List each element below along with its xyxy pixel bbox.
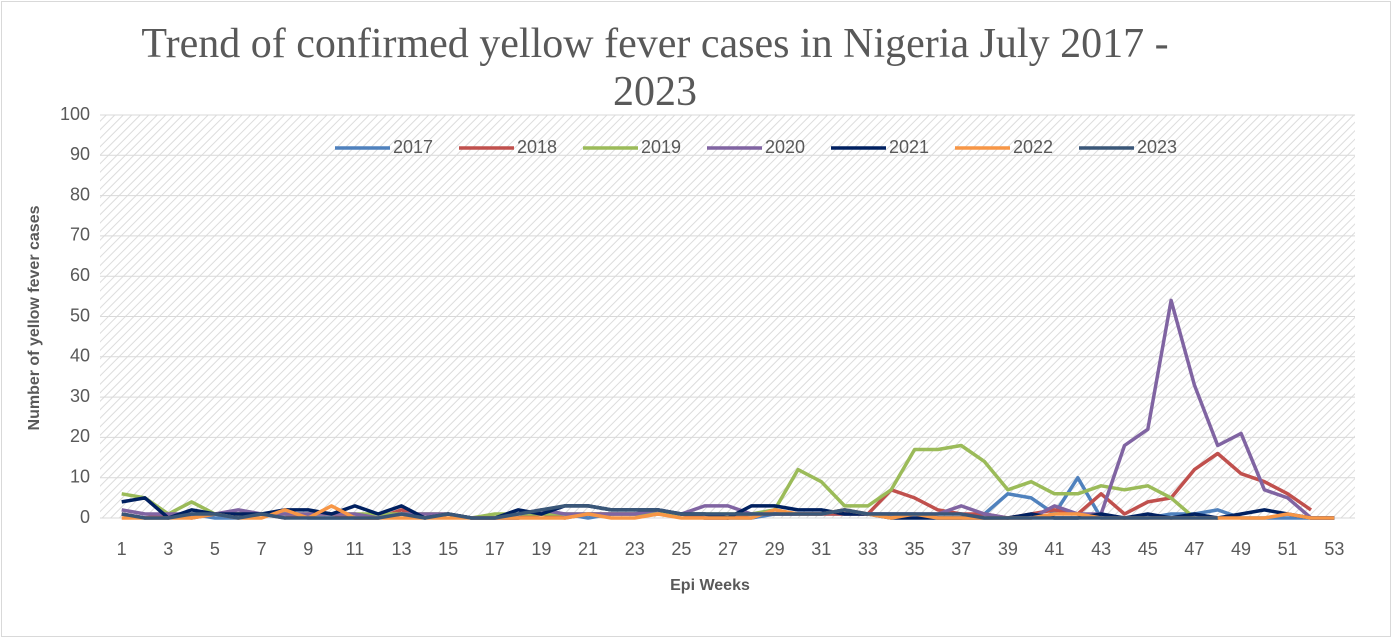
x-axis-label: Epi Weeks (670, 577, 750, 594)
x-tick-label: 33 (858, 539, 878, 559)
y-tick-label: 80 (70, 184, 90, 204)
x-tick-label: 47 (1184, 539, 1204, 559)
x-tick-label: 23 (625, 539, 645, 559)
y-tick-label: 100 (60, 104, 90, 124)
x-tick-label: 5 (210, 539, 220, 559)
series-line (121, 504, 1218, 520)
legend-label: 2018 (517, 137, 557, 157)
x-tick-label: 13 (391, 539, 411, 559)
x-tick-label: 53 (1324, 539, 1344, 559)
x-tick-label: 51 (1278, 539, 1298, 559)
y-tick-label: 20 (70, 426, 90, 446)
y-tick-label: 70 (70, 225, 90, 245)
legend-label: 2017 (393, 137, 433, 157)
x-tick-label: 43 (1091, 539, 1111, 559)
x-tick-label: 17 (485, 539, 505, 559)
legend-label: 2019 (641, 137, 681, 157)
x-tick-label: 31 (811, 539, 831, 559)
x-tick-label: 45 (1138, 539, 1158, 559)
x-tick-label: 7 (257, 539, 267, 559)
y-axis-label: Number of yellow fever cases (26, 205, 43, 430)
legend-label: 2023 (1137, 137, 1177, 157)
y-tick-label: 60 (70, 265, 90, 285)
y-tick-label: 50 (70, 305, 90, 325)
legend-label: 2021 (889, 137, 929, 157)
x-tick-label: 9 (303, 539, 313, 559)
y-tick-label: 40 (70, 346, 90, 366)
y-tick-label: 90 (70, 144, 90, 164)
x-tick-label: 15 (438, 539, 458, 559)
x-tick-label: 29 (765, 539, 785, 559)
x-tick-label: 3 (163, 539, 173, 559)
x-tick-label: 37 (951, 539, 971, 559)
x-tick-label: 49 (1231, 539, 1251, 559)
chart-title: Trend of confirmed yellow fever cases in… (141, 21, 1169, 115)
x-tick-label: 39 (998, 539, 1018, 559)
x-tick-label: 21 (578, 539, 598, 559)
y-tick-label: 30 (70, 386, 90, 406)
x-tick-label: 41 (1044, 539, 1064, 559)
x-tick-label: 19 (531, 539, 551, 559)
x-tick-label: 25 (671, 539, 691, 559)
y-tick-label: 10 (70, 466, 90, 486)
x-tick-label: 11 (346, 539, 365, 559)
legend-label: 2022 (1013, 137, 1053, 157)
y-tick-label: 0 (80, 507, 90, 527)
x-tick-label: 1 (117, 539, 127, 559)
x-tick-label: 35 (905, 539, 925, 559)
legend-label: 2020 (765, 137, 805, 157)
x-tick-label: 27 (718, 539, 738, 559)
